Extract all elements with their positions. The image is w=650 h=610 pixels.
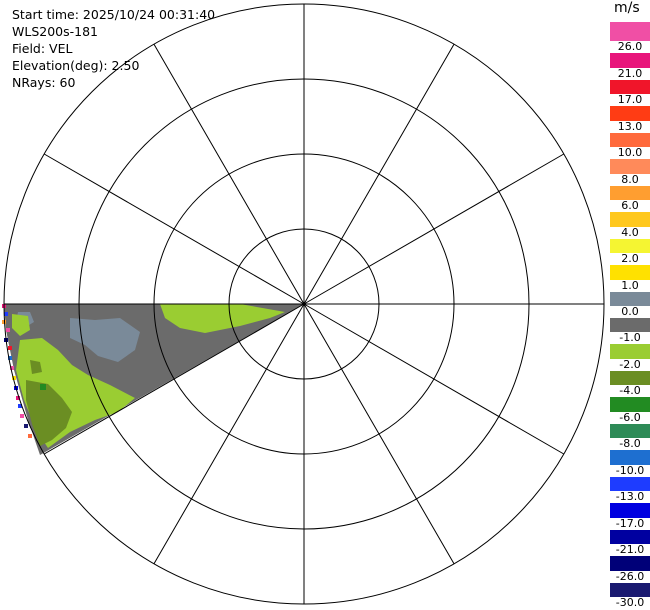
- colorbar-tick-label: -1.0: [610, 332, 650, 345]
- azimuth-spoke: [153, 303, 305, 565]
- colorbar-tick-label: 2.0: [610, 253, 650, 266]
- echo-green: [40, 384, 46, 390]
- colorbar-unit-label: m/s: [614, 0, 640, 16]
- colorbar-tick-label: 21.0: [610, 67, 650, 80]
- azimuth-spoke: [153, 43, 305, 305]
- colorbar-tick-label: 6.0: [610, 200, 650, 213]
- colorbar-tick-label: -26.0: [610, 570, 650, 583]
- azimuth-spoke: [303, 303, 565, 455]
- scan-info: Start time: 2025/10/24 00:31:40 WLS200s-…: [12, 6, 215, 91]
- elevation-label: Elevation(deg): 2.50: [12, 58, 140, 73]
- colorbar-tick-label: -2.0: [610, 358, 650, 371]
- colorbar-tick-label: 13.0: [610, 120, 650, 133]
- field-label: Field: VEL: [12, 41, 73, 56]
- colorbar-tick-label: 10.0: [610, 147, 650, 160]
- azimuth-spoke: [303, 43, 455, 305]
- colorbar-tick-label: -17.0: [610, 517, 650, 530]
- colorbar-tick-label: -6.0: [610, 411, 650, 424]
- colorbar-tick-label: 1.0: [610, 279, 650, 292]
- azimuth-spokes: [4, 4, 604, 604]
- azimuth-spoke: [43, 303, 305, 455]
- station-label: WLS200s-181: [12, 24, 98, 39]
- colorbar-tick-label: 0.0: [610, 306, 650, 318]
- colorbar-tick-label: -30.0: [610, 597, 650, 609]
- colorbar-tick-label: -8.0: [610, 438, 650, 451]
- colorbar-tick-label: -13.0: [610, 491, 650, 504]
- echo-light-green: [12, 314, 30, 336]
- colorbar-tick-label: 17.0: [610, 94, 650, 107]
- colorbar-tick-label: -4.0: [610, 385, 650, 398]
- velocity-colorbar: 26.0 21.0 17.0 13.0 10.0 8.0 6.0 4.0 2.0 1.0 0.0 -1…: [610, 22, 650, 609]
- colorbar-tick-label: -10.0: [610, 464, 650, 477]
- azimuth-spoke: [303, 153, 565, 305]
- colorbar-tick-label: 26.0: [610, 41, 650, 54]
- start-time-label: Start time: 2025/10/24 00:31:40: [12, 7, 216, 22]
- echo-olive: [30, 360, 42, 374]
- colorbar-tick-label: -21.0: [610, 544, 650, 557]
- echo-zero-patch: [70, 318, 140, 362]
- velocity-echo-sector: [2, 304, 304, 455]
- nrays-label: NRays: 60: [12, 75, 76, 90]
- azimuth-spoke: [43, 153, 305, 305]
- colorbar-tick-label: 8.0: [610, 173, 650, 186]
- echo-light-green: [160, 304, 285, 333]
- colorbar-tick-label: 4.0: [610, 226, 650, 239]
- echo-olive: [26, 380, 72, 446]
- azimuth-spoke: [303, 303, 455, 565]
- ppi-plot: [2, 3, 605, 605]
